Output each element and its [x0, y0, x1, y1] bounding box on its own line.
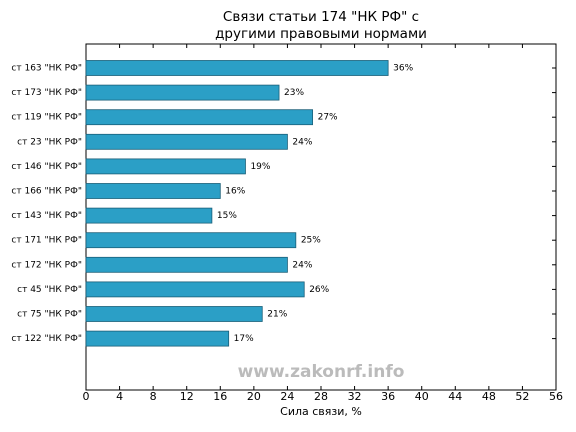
x-tick-label: 0 — [83, 390, 90, 403]
y-tick-label: ст 122 "НК РФ" — [11, 334, 82, 344]
y-tick-label: ст 171 "НК РФ" — [11, 236, 82, 246]
bar — [85, 133, 288, 150]
value-label: 24% — [292, 137, 312, 147]
y-tick-label: ст 166 "НК РФ" — [11, 187, 82, 197]
value-label: 25% — [301, 236, 321, 246]
value-label: 19% — [250, 162, 270, 172]
bar — [85, 183, 221, 199]
bar — [85, 158, 246, 175]
x-tick-label: 32 — [348, 390, 362, 403]
y-tick-label: ст 173 "НК РФ" — [11, 88, 82, 98]
x-tick-label: 44 — [448, 390, 462, 403]
y-tick-label: ст 119 "НК РФ" — [11, 113, 82, 123]
value-label: 17% — [234, 334, 254, 344]
value-label: 26% — [309, 285, 329, 295]
x-tick-label: 28 — [314, 390, 328, 403]
bar — [85, 306, 263, 322]
y-tick-label: ст 172 "НК РФ" — [11, 260, 82, 270]
value-label: 23% — [284, 88, 304, 98]
bar — [85, 256, 288, 273]
x-tick-label: 48 — [482, 390, 496, 403]
bar — [85, 330, 230, 347]
y-tick-label: ст 146 "НК РФ" — [11, 162, 82, 172]
x-tick-label: 16 — [213, 390, 227, 403]
bar — [85, 281, 305, 298]
x-tick-label: 24 — [280, 390, 294, 403]
y-tick-label: ст 163 "НК РФ" — [11, 64, 82, 74]
value-label: 27% — [318, 113, 338, 123]
y-tick-label: ст 75 "НК РФ" — [17, 310, 82, 320]
x-axis-label: Сила связи, % — [280, 405, 362, 418]
x-tick-label: 12 — [180, 390, 194, 403]
value-label: 15% — [217, 211, 237, 221]
x-tick-label: 36 — [381, 390, 395, 403]
value-label: 16% — [225, 187, 245, 197]
x-tick-label: 8 — [150, 390, 157, 403]
bar — [85, 232, 297, 249]
value-label: 36% — [393, 64, 413, 74]
x-tick-label: 56 — [549, 390, 563, 403]
x-tick-label: 4 — [116, 390, 123, 403]
y-tick-label: ст 23 "НК РФ" — [17, 137, 82, 147]
chart-title: Связи статьи 174 "НК РФ" с другими право… — [215, 9, 427, 42]
watermark: www.zakonrf.info — [238, 362, 405, 382]
y-tick-label: ст 143 "НК РФ" — [11, 211, 82, 221]
x-tick-label: 20 — [247, 390, 261, 403]
value-label: 24% — [292, 260, 312, 270]
x-tick-label: 40 — [415, 390, 429, 403]
x-tick-label: 52 — [515, 390, 529, 403]
y-tick-label: ст 45 "НК РФ" — [17, 285, 82, 295]
bar — [85, 60, 389, 76]
bar — [85, 84, 280, 101]
bar — [85, 109, 314, 126]
bar — [85, 207, 213, 224]
value-label: 21% — [267, 310, 287, 320]
